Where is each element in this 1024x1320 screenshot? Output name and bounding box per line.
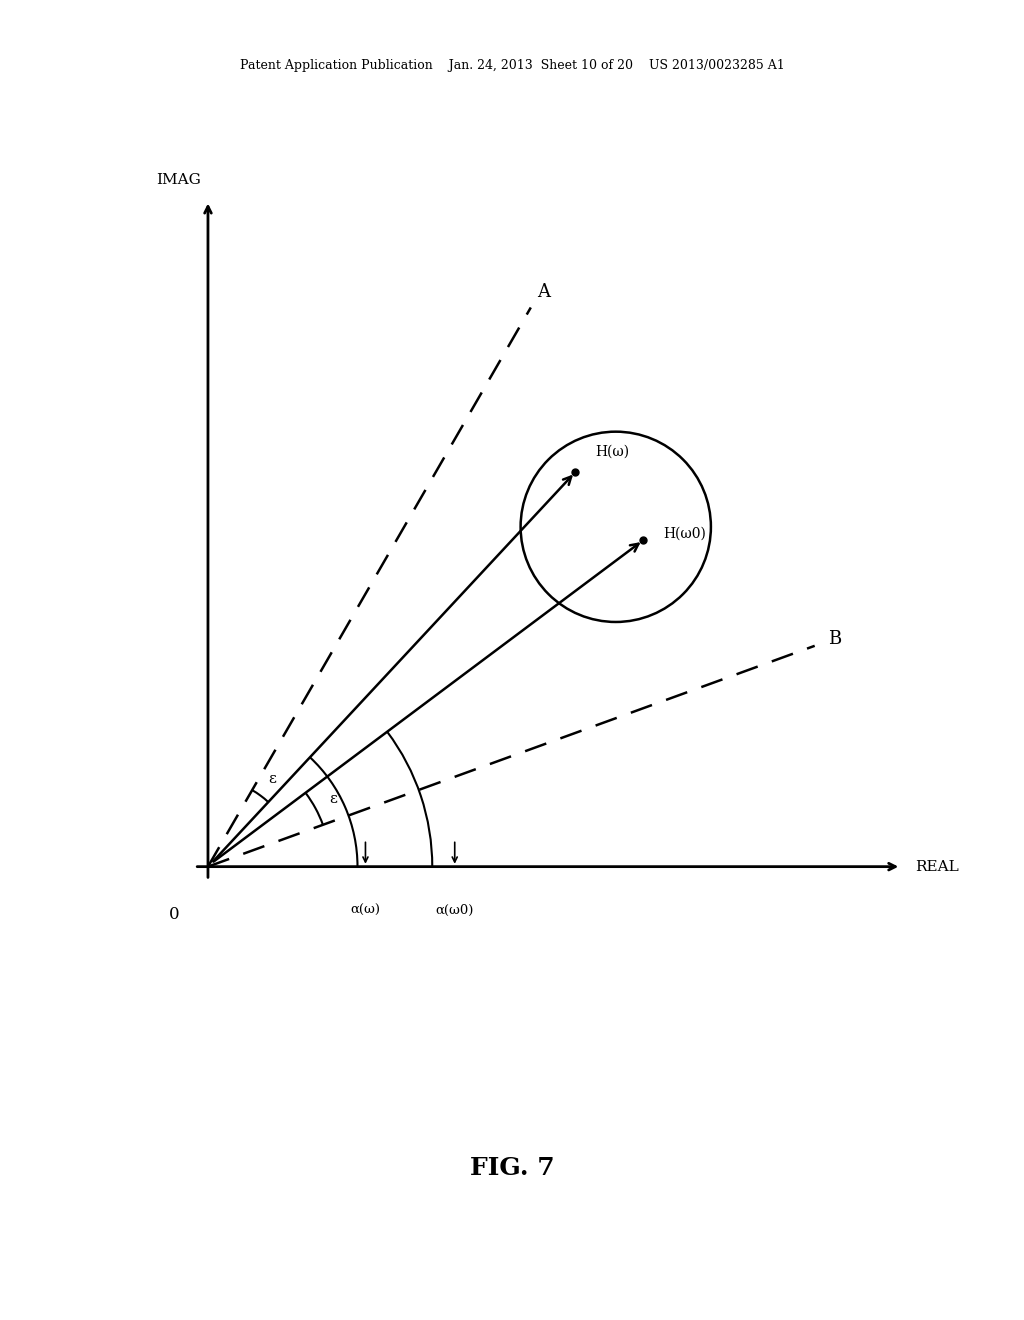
Text: ε: ε [268, 772, 276, 787]
Text: α(ω0): α(ω0) [435, 904, 474, 917]
Text: FIG. 7: FIG. 7 [470, 1156, 554, 1180]
Text: 0: 0 [169, 906, 179, 923]
Text: ε: ε [330, 792, 338, 805]
Text: B: B [828, 630, 842, 648]
Text: IMAG: IMAG [157, 173, 201, 187]
Text: α(ω): α(ω) [350, 904, 381, 917]
Text: H(ω0): H(ω0) [664, 527, 707, 541]
Text: A: A [538, 282, 551, 301]
Text: REAL: REAL [914, 859, 958, 874]
Text: Patent Application Publication    Jan. 24, 2013  Sheet 10 of 20    US 2013/00232: Patent Application Publication Jan. 24, … [240, 59, 784, 73]
Text: H(ω): H(ω) [595, 445, 630, 459]
